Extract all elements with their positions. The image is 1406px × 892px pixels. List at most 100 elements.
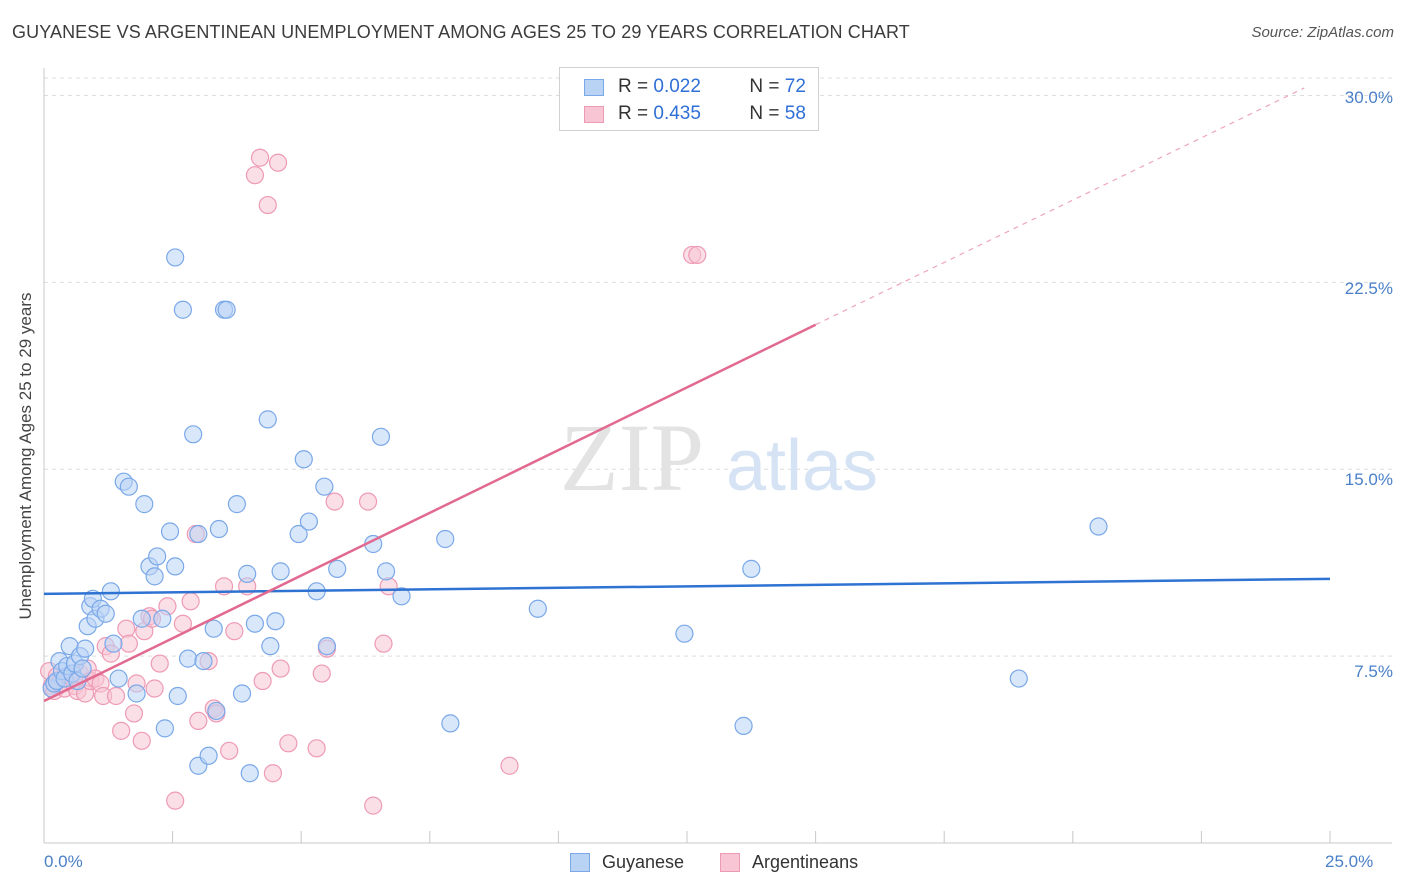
guyanese-point <box>441 714 460 733</box>
argentinean-point <box>312 664 331 683</box>
argentinean-point <box>124 704 144 723</box>
guyanese-point <box>258 410 277 429</box>
legend-row-guyanese: R = 0.022 N = 72 <box>584 75 806 99</box>
correlation-legend: R = 0.022 N = 72 R = 0.435 N = 58 <box>559 67 819 131</box>
guyanese-point <box>194 651 213 671</box>
guyanese-point <box>371 427 391 446</box>
argentinean-point <box>263 764 283 783</box>
guyanese-point <box>1009 669 1028 688</box>
guyanese-point <box>734 716 753 735</box>
argentinean-point <box>268 153 288 172</box>
legend-n-value: 58 <box>784 103 806 124</box>
argentinean-point <box>307 739 326 758</box>
guyanese-point <box>328 559 347 578</box>
argentinean-point <box>258 195 277 215</box>
guyanese-point <box>153 609 172 628</box>
x-tick-label-max: 25.0% <box>1325 852 1374 871</box>
argentinean-point <box>279 734 298 753</box>
guyanese-point <box>135 495 154 514</box>
guyanese-point <box>245 614 265 633</box>
guyanese-point <box>199 746 218 765</box>
guyanese-point <box>675 624 694 643</box>
guyanese-point <box>166 557 185 576</box>
argentinean-point <box>358 492 378 511</box>
argentineans-legend-label: Argentineans <box>752 852 859 872</box>
guyanese-point <box>227 495 246 514</box>
bottom-legend-argentineans[interactable]: Argentineans <box>720 852 858 873</box>
argentinean-point <box>181 592 200 611</box>
legend-n-label: N = <box>749 103 780 124</box>
guyanese-point <box>742 559 761 578</box>
argentinean-point <box>150 654 169 673</box>
guyanese-trend-line <box>43 577 1331 596</box>
guyanese-point <box>104 634 123 653</box>
guyanese-point <box>132 609 151 628</box>
guyanese-point <box>173 300 192 319</box>
guyanese-points <box>42 248 1108 783</box>
guyanese-point <box>204 619 223 638</box>
guyanese-point <box>168 686 187 706</box>
guyanese-point <box>209 519 228 539</box>
legend-n-label: N = <box>749 76 780 97</box>
guyanese-point <box>184 425 203 444</box>
guyanese-point <box>189 524 208 544</box>
legend-swatch-argentinean <box>584 105 604 123</box>
guyanese-point <box>528 599 547 618</box>
guyanese-legend-label: Guyanese <box>602 852 685 872</box>
trend-lines <box>43 87 1331 703</box>
argentinean-point <box>250 148 270 167</box>
guyanese-point <box>289 524 308 544</box>
argentineans-swatch <box>720 853 740 872</box>
argentinean-point <box>364 796 383 815</box>
guyanese-point <box>392 587 411 606</box>
argentinean-point <box>253 671 272 691</box>
argentinean-point <box>117 619 136 638</box>
bottom-legend-guyanese[interactable]: Guyanese <box>570 852 684 873</box>
legend-swatch-guyanese <box>584 78 604 96</box>
guyanese-point <box>166 248 185 267</box>
guyanese-point <box>155 719 174 738</box>
y-tick-label-15: 15.0% <box>1344 470 1393 489</box>
argentinean-point <box>500 756 519 775</box>
guyanese-point <box>261 637 280 656</box>
argentinean-point <box>325 492 344 511</box>
argentinean-point <box>166 791 185 810</box>
guyanese-point <box>238 564 257 583</box>
argentinean-point <box>132 731 151 750</box>
y-tick-label-22-5: 22.5% <box>1344 279 1393 298</box>
guyanese-point <box>73 659 92 678</box>
watermark-atlas: atlas <box>726 426 878 506</box>
guyanese-point <box>317 637 337 656</box>
guyanese-point <box>240 764 259 783</box>
guyanese-point <box>207 701 226 721</box>
argentinean-trend-extension <box>815 87 1305 326</box>
argentinean-point <box>119 634 138 653</box>
x-tick-label-min: 0.0% <box>44 852 83 871</box>
watermark-zip: ZIP <box>560 404 704 511</box>
legend-row-argentinean: R = 0.435 N = 58 <box>584 102 806 126</box>
argentinean-point <box>220 741 239 760</box>
guyanese-point <box>376 562 396 581</box>
guyanese-point <box>96 604 115 623</box>
guyanese-point <box>266 612 285 631</box>
guyanese-point <box>1089 517 1108 536</box>
guyanese-point <box>436 529 455 549</box>
guyanese-point <box>119 477 138 496</box>
y-tick-label-30: 30.0% <box>1344 88 1393 107</box>
legend-r-label: R = <box>618 76 649 97</box>
guyanese-point <box>160 522 180 541</box>
guyanese-point <box>109 669 128 688</box>
guyanese-point <box>271 562 290 581</box>
guyanese-point <box>299 512 319 531</box>
legend-r-label: R = <box>618 103 649 124</box>
argentinean-point <box>106 686 126 706</box>
guyanese-point <box>217 300 236 319</box>
argentinean-point <box>245 166 265 185</box>
source-label: Source: ZipAtlas.com <box>1251 24 1394 41</box>
axes <box>43 68 1392 844</box>
chart-title: GUYANESE VS ARGENTINEAN UNEMPLOYMENT AMO… <box>12 22 910 42</box>
legend-r-value: 0.435 <box>653 103 701 124</box>
argentinean-point <box>225 622 244 641</box>
guyanese-point <box>148 547 167 566</box>
